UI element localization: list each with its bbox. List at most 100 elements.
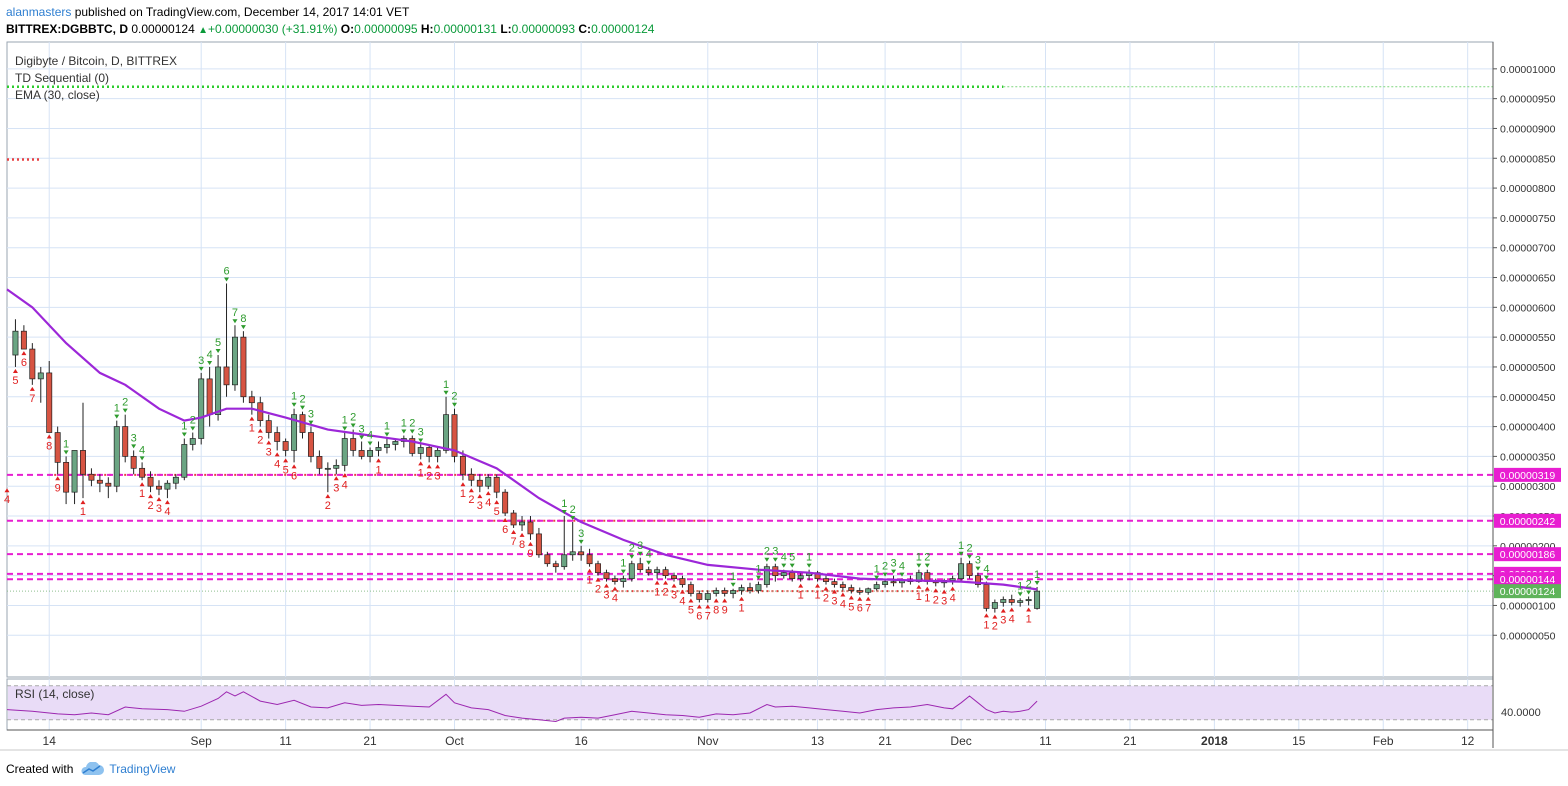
td-arrow-down-icon — [359, 435, 365, 440]
td-count-down: 5 — [494, 506, 500, 518]
candle — [88, 468, 95, 487]
td-arrow-down-icon — [300, 405, 306, 410]
candle-body — [780, 572, 787, 576]
candle — [443, 396, 450, 454]
td-arrow-up-icon — [1000, 608, 1006, 613]
td-arrow-up-icon — [376, 458, 381, 463]
td-arrow-up-icon — [468, 488, 474, 493]
td-count-down: 1 — [587, 575, 593, 587]
price-tick-label: 0.00000900 — [1500, 123, 1556, 135]
candle-body — [552, 563, 559, 568]
candle — [459, 450, 466, 481]
candle-body — [696, 593, 703, 600]
candle-body — [164, 482, 171, 490]
td-arrow-up-icon — [4, 488, 10, 493]
price-tick-label: 0.00000800 — [1500, 183, 1556, 195]
td-arrow-down-icon — [882, 572, 888, 577]
candle-body — [687, 584, 694, 594]
td-count-up: 2 — [966, 543, 972, 555]
candle — [873, 581, 880, 591]
td-count-down: 3 — [435, 470, 441, 482]
candle-body — [468, 473, 475, 481]
td-arrow-up-icon — [848, 595, 854, 600]
candle — [544, 551, 551, 567]
author-link[interactable]: alanmasters — [6, 5, 72, 19]
price-tick-label: 0.00000950 — [1500, 94, 1556, 106]
tradingview-link[interactable]: TradingView — [79, 761, 175, 777]
td-arrow-down-icon — [240, 325, 246, 330]
candle — [29, 343, 36, 385]
td-count-down: 6 — [21, 357, 27, 369]
candle — [63, 456, 70, 505]
td-arrow-down-icon — [131, 444, 137, 449]
candle-body — [763, 566, 770, 585]
candle — [392, 438, 399, 451]
low-label: L: — [500, 22, 512, 36]
candle — [54, 426, 61, 475]
time-tick-label: 14 — [43, 734, 57, 748]
candle-body — [358, 450, 365, 457]
candle — [713, 587, 720, 597]
candle-body — [974, 575, 981, 585]
td-arrow-up-icon — [865, 596, 871, 601]
candle — [687, 581, 694, 597]
td-arrow-up-icon — [266, 440, 272, 445]
td-arrow-up-icon — [671, 583, 677, 588]
td-count-up: 1 — [561, 498, 567, 510]
time-tick-label: 21 — [363, 734, 377, 748]
td-arrow-up-icon — [933, 588, 939, 593]
candle-body — [350, 438, 357, 451]
candle — [654, 566, 661, 579]
candle — [248, 390, 255, 415]
candle-body — [12, 330, 19, 356]
candle-body — [476, 479, 483, 487]
td-arrow-up-icon — [941, 589, 947, 594]
candle — [974, 572, 981, 588]
candle-body — [654, 569, 661, 574]
price-pane-border — [6, 41, 1494, 678]
candle-body — [873, 584, 880, 590]
candle — [12, 319, 19, 367]
td-count-up: 5 — [789, 552, 795, 564]
candle-body — [54, 432, 61, 463]
candle — [1008, 594, 1015, 606]
candle-body — [206, 378, 213, 416]
td-count-up: 3 — [637, 540, 643, 552]
td-count-up: 1 — [63, 438, 69, 450]
td-arrow-down-icon — [367, 441, 373, 446]
time-tick-label: 13 — [811, 734, 825, 748]
td-arrow-up-icon — [164, 500, 170, 505]
td-count-down: 5 — [688, 605, 694, 617]
candle — [189, 432, 196, 451]
candle — [561, 516, 568, 570]
candle — [307, 426, 314, 463]
candle — [46, 360, 53, 433]
candle-body — [949, 578, 956, 581]
last-price-label: 0.00000124 — [1500, 586, 1556, 598]
candle-body — [147, 476, 154, 487]
td-count-down: 4 — [679, 596, 685, 608]
td-arrow-up-icon — [12, 368, 18, 373]
time-tick-label: 21 — [878, 734, 892, 748]
td-count-down: 3 — [1000, 615, 1006, 627]
candle-body — [823, 578, 829, 582]
low-value: 0.00000093 — [511, 22, 576, 36]
footer: Created with TradingView — [6, 761, 175, 777]
candle-body — [46, 372, 53, 433]
td-arrow-up-icon — [333, 476, 339, 481]
td-arrow-up-icon — [815, 583, 821, 588]
td-count-up: 2 — [1026, 579, 1032, 591]
candle — [966, 560, 973, 579]
td-count-up: 2 — [570, 504, 576, 516]
price-tick-label: 0.00000650 — [1500, 273, 1556, 285]
td-arrow-down-icon — [122, 408, 128, 413]
candle-body — [392, 441, 399, 445]
candle — [696, 590, 703, 603]
candle-body — [434, 450, 441, 457]
rsi-axis-label: 40.0000 — [1501, 707, 1541, 719]
candle — [823, 575, 829, 585]
candle — [71, 450, 78, 505]
td-arrow-down-icon — [215, 349, 221, 354]
candle-body — [493, 476, 500, 493]
